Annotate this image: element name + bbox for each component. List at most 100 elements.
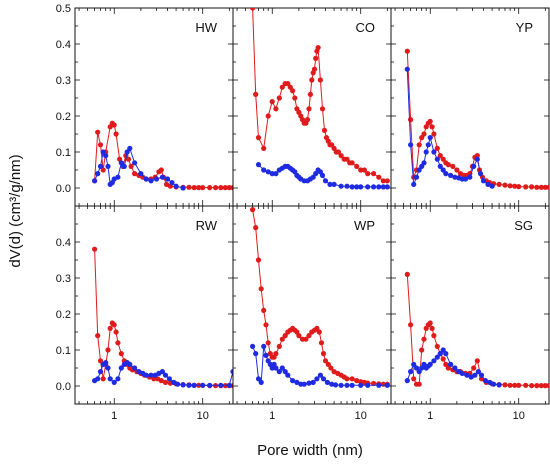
data-point (419, 347, 425, 353)
y-tick-label: 0.2 (56, 111, 71, 123)
data-point (421, 160, 427, 166)
data-point (431, 131, 437, 137)
data-point (427, 118, 433, 124)
panel-label: WP (354, 218, 375, 233)
panel-yp: YP (390, 7, 550, 207)
data-point (491, 381, 497, 387)
data-point (258, 286, 264, 292)
data-point (472, 372, 478, 378)
data-point (380, 178, 386, 184)
data-point (349, 160, 355, 166)
data-point (105, 347, 111, 353)
data-point (250, 207, 256, 213)
x-tick-label: 1 (269, 410, 275, 422)
data-point (322, 178, 329, 184)
y-tick-label: 0.5 (56, 3, 71, 15)
data-point (261, 307, 267, 313)
data-point (331, 181, 337, 187)
panel-series-group (250, 207, 390, 388)
y-tick-label: 0.4 (56, 237, 71, 249)
data-point (344, 382, 350, 388)
data-point (404, 48, 410, 54)
data-point (294, 379, 300, 385)
data-point (107, 376, 113, 382)
series-line (94, 249, 233, 387)
data-point (159, 174, 165, 180)
data-point (255, 376, 262, 382)
data-point (338, 183, 344, 189)
data-point (471, 365, 477, 371)
data-point (200, 382, 206, 388)
data-point (207, 185, 213, 191)
data-point (440, 156, 446, 162)
series-line (406, 51, 549, 188)
data-point (487, 379, 493, 385)
data-point (440, 356, 446, 362)
data-point (380, 184, 386, 190)
panel-label: RW (196, 218, 218, 233)
data-point (416, 142, 422, 148)
data-point (175, 381, 181, 387)
data-point (338, 382, 344, 388)
data-point (534, 184, 540, 190)
y-tick-label: 0.0 (56, 381, 71, 393)
data-point (318, 340, 325, 346)
panel-label: SG (514, 218, 533, 233)
data-point (478, 372, 485, 378)
data-point (136, 369, 142, 375)
data-point (437, 351, 443, 357)
data-point (230, 185, 233, 191)
data-point (125, 156, 132, 162)
data-point (307, 91, 313, 97)
data-point (437, 163, 443, 169)
data-point (427, 361, 433, 367)
data-point (322, 358, 329, 364)
data-point (191, 185, 197, 191)
data-point (124, 149, 130, 155)
data-point (226, 382, 232, 388)
data-point (529, 383, 535, 389)
data-point (507, 382, 513, 388)
data-point (207, 382, 213, 388)
data-point (169, 180, 175, 186)
data-point (158, 167, 164, 173)
data-point (516, 382, 522, 388)
data-point (427, 135, 433, 141)
data-point (250, 343, 256, 349)
data-point (325, 361, 331, 367)
data-point (111, 379, 117, 385)
data-point (113, 131, 119, 137)
y-tick-label: 0.3 (56, 273, 71, 285)
data-point (448, 172, 454, 178)
data-point (404, 271, 410, 277)
data-point (273, 365, 279, 371)
data-point (371, 184, 377, 190)
data-point (328, 365, 334, 371)
panel-co: CO (232, 7, 392, 207)
data-point (138, 171, 144, 177)
data-point (132, 171, 138, 177)
data-point (263, 352, 269, 358)
data-point (255, 257, 262, 263)
data-point (354, 378, 360, 384)
data-point (404, 378, 410, 384)
y-tick-label: 0.2 (56, 309, 71, 321)
data-point (218, 382, 224, 388)
data-point (111, 322, 117, 328)
data-point (376, 382, 382, 388)
x-tick-label: 1 (427, 410, 433, 422)
data-point (327, 181, 333, 187)
data-point (103, 153, 109, 159)
data-point (132, 365, 138, 371)
data-point (471, 163, 477, 169)
data-point (118, 351, 124, 357)
data-point (273, 171, 279, 177)
data-point (107, 325, 113, 331)
panel-series-group (404, 48, 549, 190)
data-point (306, 106, 312, 112)
data-point (425, 142, 431, 148)
data-point (250, 8, 256, 11)
data-point (429, 325, 435, 331)
data-point (115, 376, 121, 382)
data-point (222, 185, 228, 191)
